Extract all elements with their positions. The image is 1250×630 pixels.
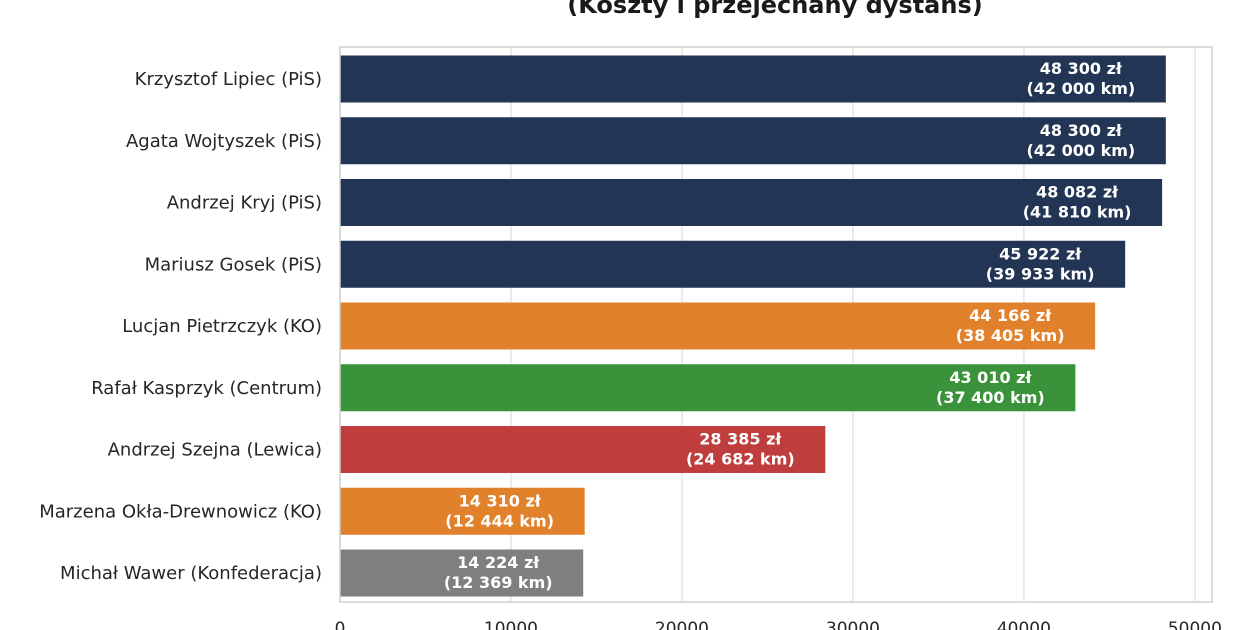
- category-labels: Krzysztof Lipiec (PiS) Agata Wojtyszek (P…: [39, 69, 322, 584]
- x-tick-label: 0: [335, 619, 346, 630]
- bar-distance-label: (12 369 km): [444, 573, 553, 592]
- x-tick-label: 30000: [826, 619, 880, 630]
- bar-distance-label: (42 000 km): [1026, 141, 1135, 160]
- bar-distance-label: (39 933 km): [986, 264, 1095, 283]
- bar-cost-label: 48 300 zł: [1040, 121, 1123, 140]
- x-tick-labels: 0 10000 20000 30000 40000 50000: [335, 619, 1222, 630]
- bar-cost-label: 28 385 zł: [699, 430, 782, 449]
- category-label: Marzena Okła-Drewnowicz (KO): [39, 501, 322, 522]
- bar-cost-label: 48 082 zł: [1036, 183, 1119, 202]
- bar-distance-label: (24 682 km): [686, 450, 795, 469]
- bar: [340, 487, 585, 535]
- category-label: Mariusz Gosek (PiS): [145, 254, 322, 275]
- x-tick-label: 50000: [1168, 619, 1222, 630]
- bars: 48 300 zł(42 000 km)48 300 zł(42 000 km)…: [340, 55, 1166, 597]
- category-label: Lucjan Pietrzczyk (KO): [122, 316, 322, 337]
- bar-cost-label: 44 166 zł: [969, 306, 1052, 325]
- bar: [340, 426, 826, 473]
- bar-cost-label: 43 010 zł: [949, 368, 1032, 387]
- bar-distance-label: (37 400 km): [936, 388, 1045, 407]
- bar: [340, 302, 1096, 350]
- bar-cost-label: 45 922 zł: [999, 244, 1082, 263]
- bar-distance-label: (12 444 km): [445, 511, 554, 530]
- bar-cost-label: 14 224 zł: [457, 553, 540, 572]
- category-label: Andrzej Szejna (Lewica): [108, 440, 322, 461]
- chart-title: (Koszty i przejechany dystans): [567, 0, 982, 19]
- x-tick-label: 10000: [484, 619, 538, 630]
- category-label: Krzysztof Lipiec (PiS): [135, 69, 322, 90]
- bar-cost-label: 14 310 zł: [459, 491, 542, 510]
- category-label: Michał Wawer (Konfederacja): [60, 563, 322, 584]
- bar: [340, 549, 584, 597]
- bar: [340, 55, 1166, 103]
- bar: [340, 240, 1126, 288]
- category-label: Agata Wojtyszek (PiS): [126, 131, 322, 152]
- bar-distance-label: (42 000 km): [1026, 79, 1135, 98]
- bar-distance-label: (38 405 km): [956, 326, 1065, 345]
- bar: [340, 179, 1163, 226]
- x-tick-label: 40000: [997, 619, 1051, 630]
- bar: [340, 364, 1076, 412]
- bar-cost-label: 48 300 zł: [1040, 59, 1123, 78]
- x-tick-label: 20000: [655, 619, 709, 630]
- plot-frame: [339, 46, 1213, 603]
- bar: [340, 117, 1166, 165]
- category-label: Andrzej Kryj (PiS): [167, 193, 322, 214]
- bar-distance-label: (41 810 km): [1023, 203, 1132, 222]
- category-label: Rafał Kasprzyk (Centrum): [91, 378, 322, 399]
